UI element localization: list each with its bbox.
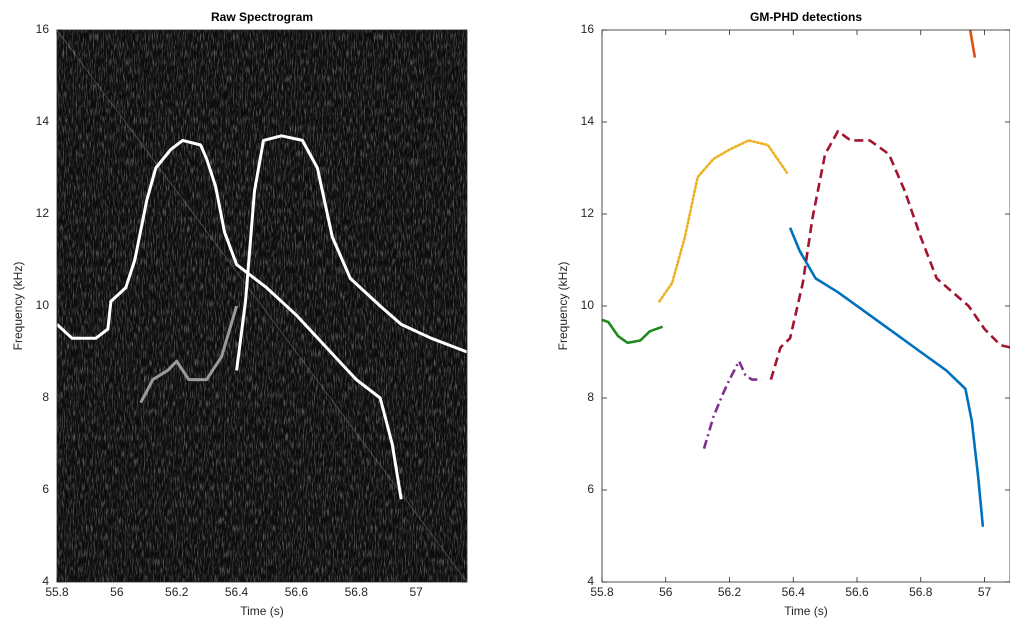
y-axis-label: Frequency (kHz) — [556, 262, 570, 351]
x-tick-label: 56.8 — [345, 585, 369, 599]
y-tick-label: 16 — [36, 22, 50, 36]
y-tick-label: 8 — [42, 390, 49, 404]
y-tick-label: 4 — [42, 574, 49, 588]
x-tick-label: 56.2 — [718, 585, 742, 599]
track-line — [968, 30, 977, 58]
y-tick-label: 16 — [581, 22, 595, 36]
track-line — [702, 359, 762, 449]
x-tick-label: 55.8 — [590, 585, 614, 599]
axes: 55.8 56 56.2 56.4 56.6 56.8 57 4 6 8 10 12 14 16 Raw S… — [11, 10, 468, 618]
chart-title: GM-PHD detections — [750, 10, 862, 24]
y-tick-label: 12 — [36, 206, 50, 220]
x-axis-label: Time (s) — [784, 604, 828, 618]
y-axis-label: Frequency (kHz) — [11, 262, 25, 351]
y-tick-label: 10 — [581, 298, 595, 312]
track-line — [602, 318, 664, 345]
track-line — [788, 227, 985, 527]
plot-area — [57, 30, 467, 582]
x-tick-label: 55.8 — [45, 585, 69, 599]
x-tick-label: 56.2 — [165, 585, 189, 599]
x-tick-label: 56.6 — [285, 585, 309, 599]
x-tick-label: 56 — [110, 585, 124, 599]
contour-trace — [139, 305, 239, 404]
y-tick-label: 8 — [587, 390, 594, 404]
contour-trace — [57, 138, 403, 500]
x-tick-label: 57 — [409, 585, 423, 599]
x-tick-label: 56.4 — [225, 585, 249, 599]
y-tick-label: 12 — [581, 206, 595, 220]
y-tick-label: 14 — [36, 114, 50, 128]
plot-area — [602, 30, 1010, 527]
y-tick-label: 6 — [587, 482, 594, 496]
y-tick-label: 10 — [36, 298, 50, 312]
x-tick-label: 57 — [978, 585, 992, 599]
axes: 55.8 56 56.2 56.4 56.6 56.8 57 4 6 8 10 12 14 16 GM-PH… — [556, 10, 1010, 618]
x-axis-label: Time (s) — [240, 604, 284, 618]
contour-trace — [235, 134, 467, 371]
y-tick-label: 6 — [42, 482, 49, 496]
axes-frame — [601, 29, 1010, 583]
x-tick-label: 56 — [659, 585, 673, 599]
track-line — [658, 139, 789, 303]
y-tick-label: 4 — [587, 574, 594, 588]
track-line — [769, 129, 1010, 380]
y-tick-label: 14 — [581, 114, 595, 128]
chart-title: Raw Spectrogram — [211, 10, 313, 24]
x-tick-label: 56.4 — [782, 585, 806, 599]
x-tick-label: 56.6 — [845, 585, 869, 599]
x-tick-label: 56.8 — [909, 585, 933, 599]
